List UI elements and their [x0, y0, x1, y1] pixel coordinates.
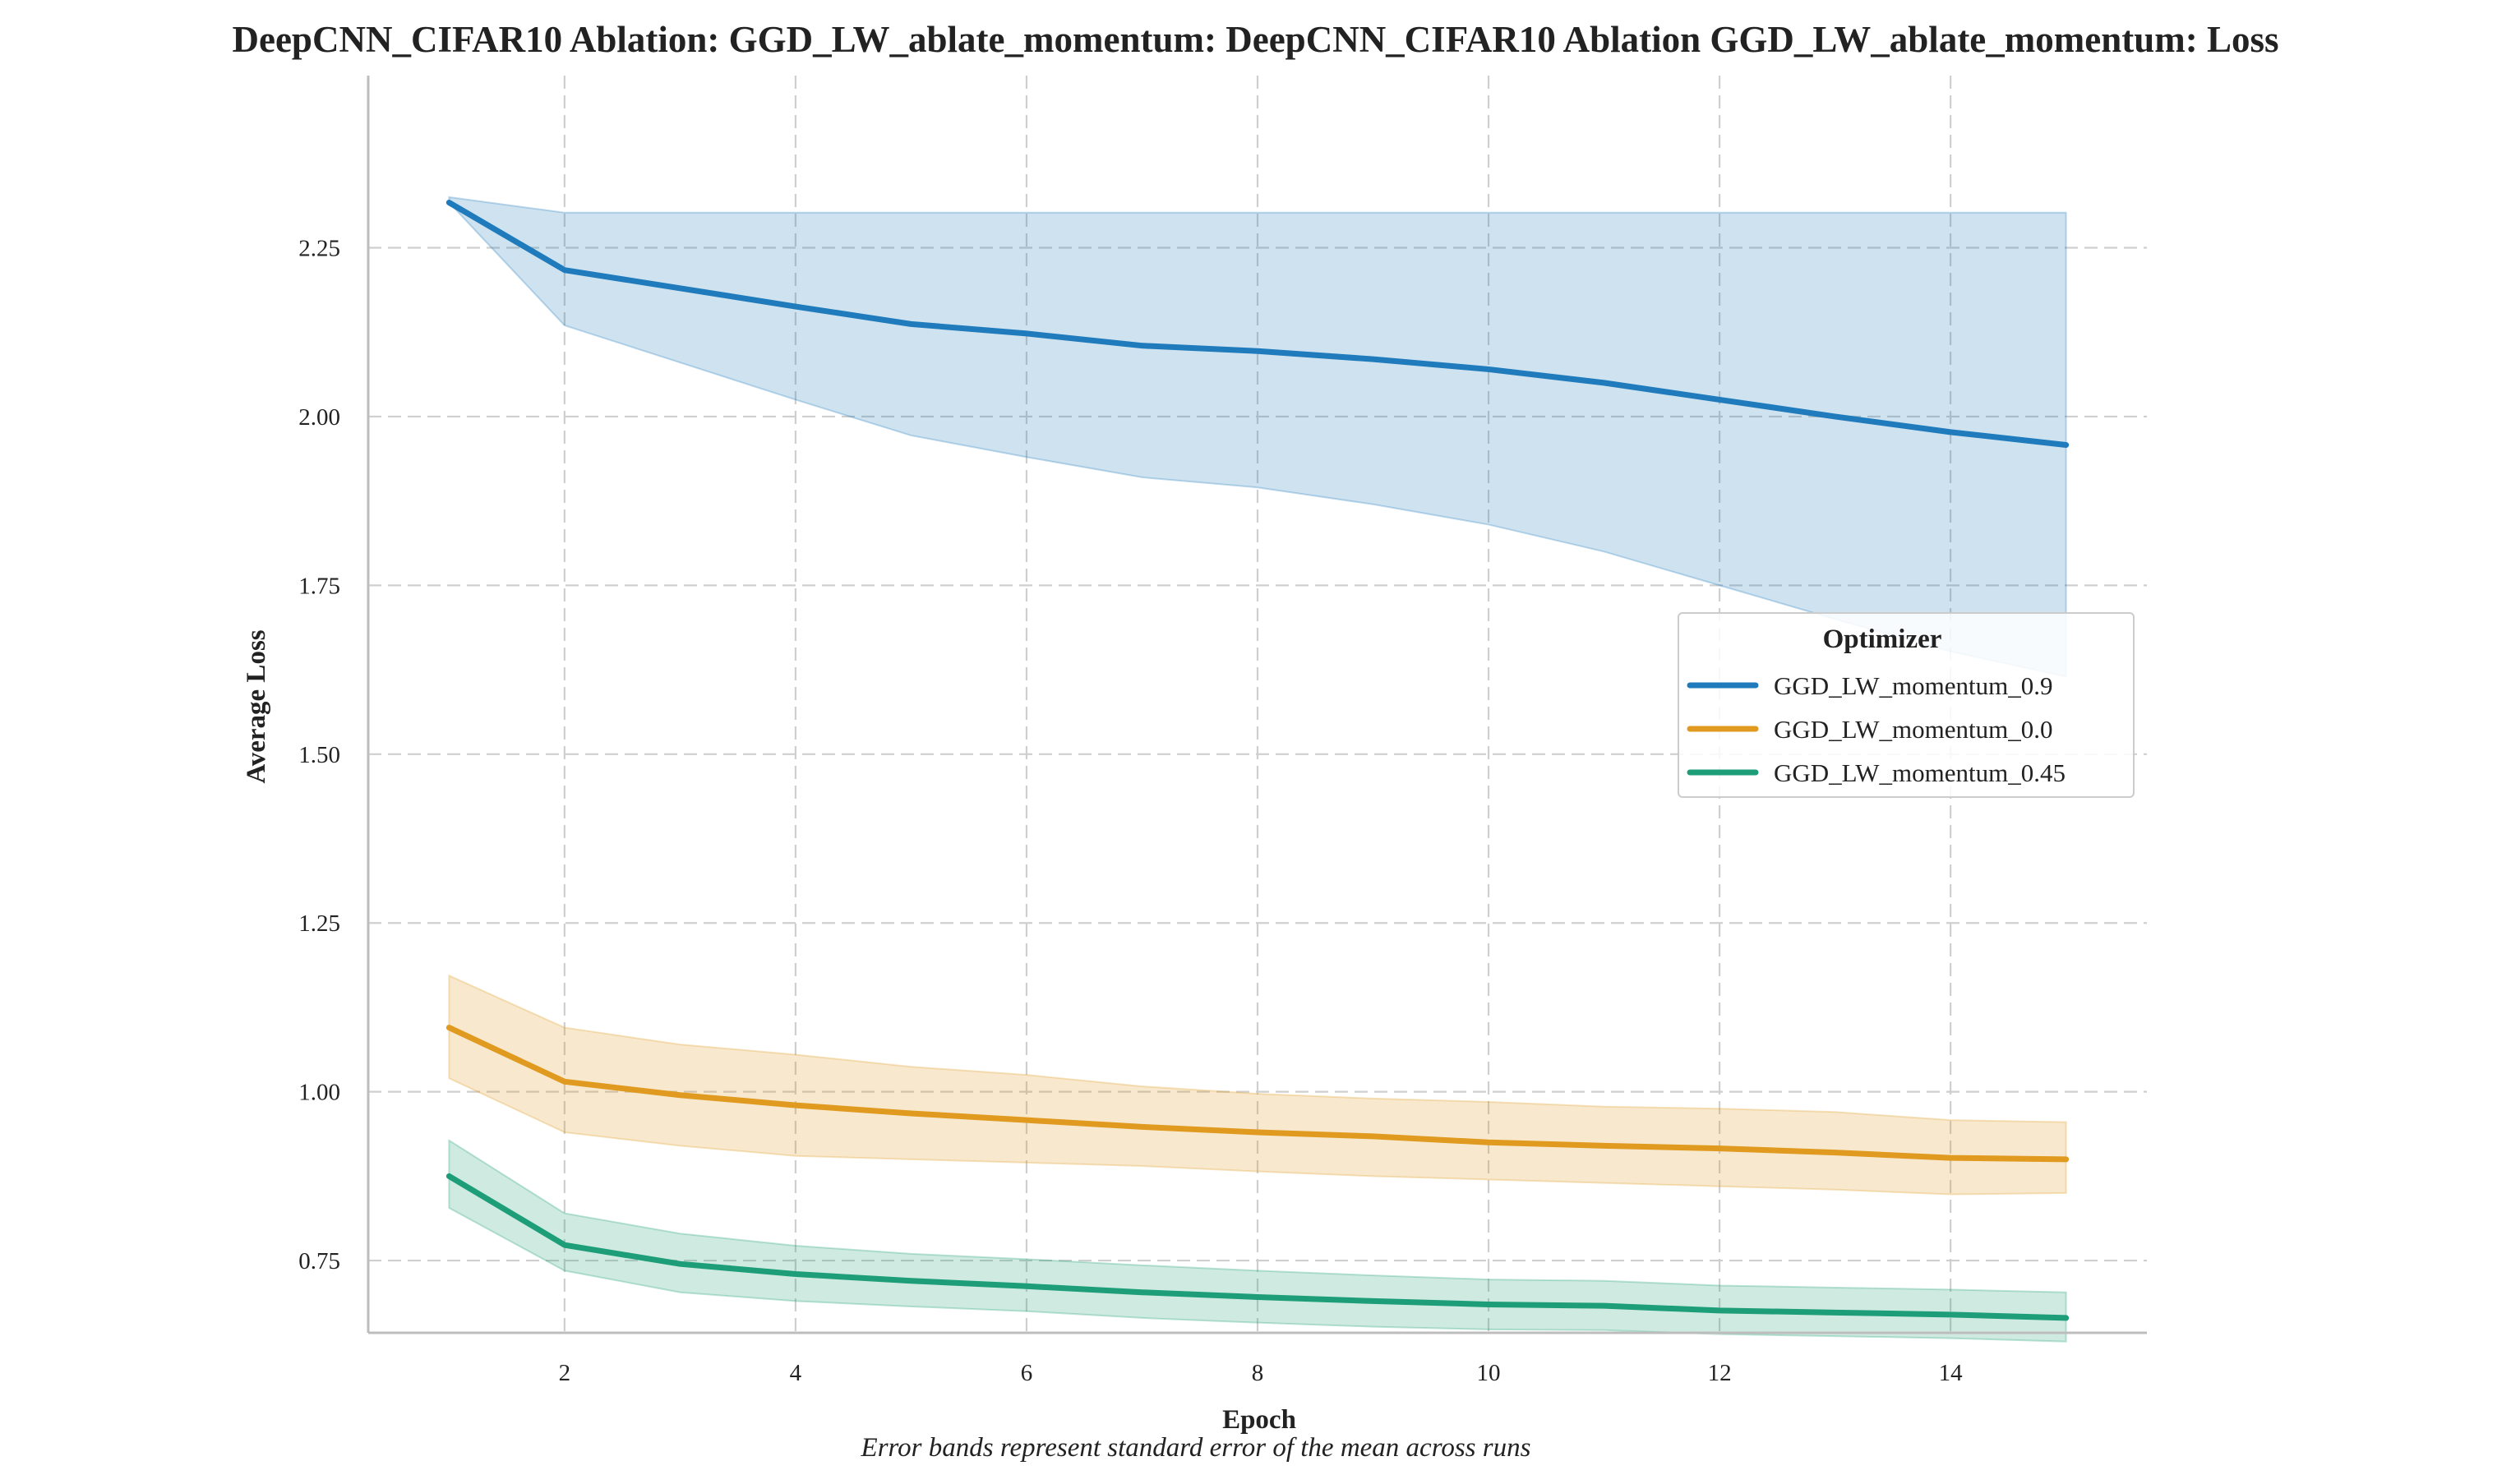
x-tick-label: 8 — [1252, 1360, 1264, 1386]
y-tick-label: 0.75 — [298, 1248, 340, 1274]
y-tick-label: 1.00 — [298, 1080, 340, 1106]
error-band-GGD_LW_momentum_0.9 — [448, 196, 2067, 678]
y-tick-label: 1.25 — [298, 910, 340, 937]
axes — [367, 76, 2147, 1334]
tick-labels: 2 4 6 8 10 12 14 0.75 1.00 1.25 1.50 1.75 2.00 2.25 — [298, 236, 1963, 1386]
y-axis-label: Average Loss — [242, 629, 271, 783]
series-line-GGD_LW_momentum_0.45 — [445, 1173, 2070, 1321]
error-band-GGD_LW_momentum_0.0 — [448, 974, 2067, 1196]
x-tick-label: 2 — [559, 1360, 571, 1386]
x-axis-label: Epoch — [1222, 1405, 1296, 1435]
series-line-GGD_LW_momentum_0.9 — [445, 199, 2070, 448]
x-tick-label: 12 — [1708, 1360, 1732, 1386]
x-tick-label: 6 — [1021, 1360, 1033, 1386]
legend-box — [1678, 612, 2135, 798]
x-tick-label: 4 — [790, 1360, 802, 1386]
chart-title: DeepCNN_CIFAR10 Ablation: GGD_LW_ablate_… — [232, 19, 2279, 60]
legend-entry-label: GGD_LW_momentum_0.0 — [1774, 715, 2053, 744]
y-tick-label: 1.75 — [298, 573, 340, 599]
legend-entry-label: GGD_LW_momentum_0.9 — [1774, 671, 2053, 700]
legend: Optimizer GGD_LW_momentum_0.9 GGD_LW_mome… — [1678, 612, 2135, 798]
error-band-GGD_LW_momentum_0.45 — [448, 1139, 2067, 1343]
y-tick-label: 2.25 — [298, 236, 340, 262]
series-lines — [445, 199, 2070, 1321]
y-tick-label: 2.00 — [298, 404, 340, 431]
legend-entry-label: GGD_LW_momentum_0.45 — [1774, 758, 2066, 787]
chart-caption: Error bands represent standard error of … — [861, 1433, 1531, 1463]
x-tick-label: 14 — [1939, 1360, 1964, 1386]
legend-title: Optimizer — [1823, 624, 1942, 654]
y-tick-label: 1.50 — [298, 742, 340, 768]
series-line-GGD_LW_momentum_0.0 — [445, 1025, 2070, 1163]
x-tick-label: 10 — [1477, 1360, 1501, 1386]
